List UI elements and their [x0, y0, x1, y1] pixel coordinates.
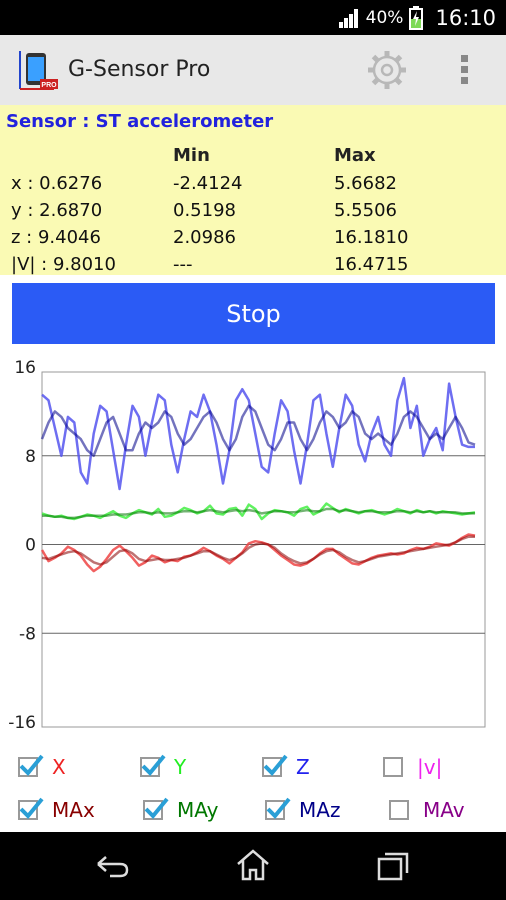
max-y: 5.5506: [334, 200, 397, 221]
legend-toggle-mav[interactable]: MAv: [389, 798, 465, 822]
status-bar: 40% 16:10: [0, 0, 506, 35]
back-icon[interactable]: [94, 852, 132, 880]
signal-icon: [338, 8, 358, 28]
checkmark-icon: [263, 754, 288, 776]
legend-toggle-y[interactable]: Y: [140, 754, 187, 779]
min-header: Min: [173, 145, 210, 166]
legend-toggle-z[interactable]: Z: [262, 754, 310, 779]
checkbox[interactable]: [18, 754, 44, 777]
checkmark-icon: [19, 754, 44, 776]
max-x: 5.6682: [334, 173, 397, 194]
legend-toggle-maz[interactable]: MAz: [265, 797, 341, 822]
y-tick-label: 16: [14, 358, 36, 378]
checkmark-icon: [144, 797, 169, 819]
current-x: x : 0.6276: [11, 173, 103, 194]
max-header: Max: [334, 145, 376, 166]
current-v: |V| : 9.8010: [11, 254, 116, 275]
checkbox[interactable]: [18, 797, 44, 820]
legend-label: |v|: [417, 755, 443, 779]
max-v: 16.4715: [334, 254, 409, 275]
series-line-z: [41, 376, 475, 491]
app-logo-icon: PRO: [19, 51, 58, 90]
svg-text:PRO: PRO: [41, 82, 57, 89]
checkbox[interactable]: [265, 797, 291, 820]
sensor-name: Sensor : ST accelerometer: [6, 111, 274, 132]
stop-button[interactable]: Stop: [12, 283, 495, 344]
legend-toggle-v[interactable]: |v|: [383, 755, 442, 779]
min-v: ---: [173, 254, 193, 275]
checkmark-icon: [141, 754, 166, 776]
series-line-maz: [40, 404, 476, 458]
chart-y-ticks: 16 8 0 -8 -16: [8, 358, 36, 733]
action-bar: PRO G-Sensor Pro: [0, 35, 506, 105]
checkbox[interactable]: [143, 797, 169, 820]
legend-label: MAx: [52, 798, 95, 822]
legend-label: MAy: [177, 798, 219, 822]
navigation-bar: [0, 832, 506, 900]
legend-label: Z: [296, 755, 310, 779]
checkbox[interactable]: [383, 757, 403, 777]
current-y: y : 2.6870: [11, 200, 103, 221]
overflow-menu-icon[interactable]: [455, 53, 475, 87]
recent-apps-icon[interactable]: [376, 850, 410, 882]
current-z: z : 9.4046: [11, 227, 101, 248]
legend-toggle-may[interactable]: MAy: [143, 797, 219, 822]
battery-percent: 40%: [365, 7, 404, 28]
status-icons: 40% 16:10: [338, 0, 496, 35]
gear-icon[interactable]: [366, 49, 408, 91]
chart-series: [40, 376, 476, 573]
checkmark-icon: [19, 797, 44, 819]
min-y: 0.5198: [173, 200, 236, 221]
checkbox[interactable]: [262, 754, 288, 777]
legend-label: MAz: [299, 798, 341, 822]
legend-toggle-x[interactable]: X: [18, 754, 66, 779]
checkbox[interactable]: [389, 800, 409, 820]
legend-label: Y: [174, 755, 187, 779]
legend-label: MAv: [423, 798, 465, 822]
y-tick-label: 8: [25, 447, 36, 467]
y-tick-label: -16: [8, 713, 36, 733]
clock: 16:10: [435, 5, 496, 30]
y-tick-label: -8: [19, 624, 36, 644]
min-z: 2.0986: [173, 227, 236, 248]
y-tick-label: 0: [25, 536, 36, 556]
checkbox[interactable]: [140, 754, 166, 777]
app-title: G-Sensor Pro: [68, 57, 211, 82]
legend-label: X: [52, 755, 66, 779]
min-x: -2.4124: [173, 173, 243, 194]
max-z: 16.1810: [334, 227, 409, 248]
battery-charging-icon: [409, 5, 424, 30]
home-icon[interactable]: [235, 848, 271, 882]
sensor-info-panel: Sensor : ST accelerometer Min Max x : 0.…: [0, 105, 506, 275]
sensor-chart: 16 8 0 -8 -16: [8, 358, 486, 733]
legend-toggle-max[interactable]: MAx: [18, 797, 95, 822]
checkmark-icon: [266, 797, 291, 819]
series-line-may: [42, 507, 475, 520]
series-line-max: [41, 535, 475, 566]
